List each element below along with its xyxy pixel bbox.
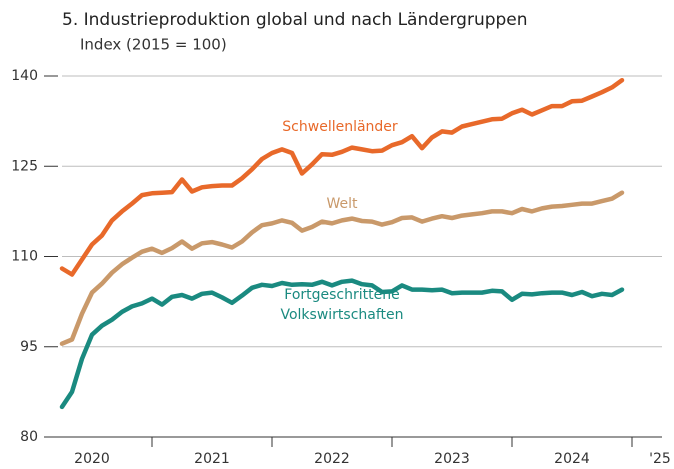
- series-line: [59, 190, 625, 346]
- y-tick-label: 110: [11, 249, 38, 265]
- x-tick-label: 2020: [74, 451, 110, 467]
- x-tick-label: 2023: [434, 451, 470, 467]
- x-tick-label: 2021: [194, 451, 230, 467]
- x-tick-label: 2022: [314, 451, 350, 467]
- x-tick-label: 2024: [554, 451, 590, 467]
- y-tick-label: 125: [11, 158, 38, 174]
- series-label-box: Fortgeschrittene Volkswirtschaften: [280, 287, 404, 323]
- series-line: [59, 278, 625, 410]
- y-tick-label: 95: [20, 339, 38, 355]
- series-label: Schwellenländer: [282, 119, 398, 135]
- chart-title: 5. Industrieproduktion global und nach L…: [62, 10, 528, 30]
- series-label-box: Welt: [326, 196, 358, 212]
- y-tick-label: 140: [11, 68, 38, 84]
- chart-subtitle: Index (2015 = 100): [80, 36, 227, 54]
- series-label-box: Schwellenländer: [282, 119, 398, 135]
- series-label: Fortgeschrittene Volkswirtschaften: [280, 287, 404, 323]
- series-label: Welt: [326, 196, 358, 212]
- x-tick-label: '25: [649, 451, 671, 467]
- series-line: [59, 77, 625, 277]
- y-tick-label: 80: [20, 429, 38, 445]
